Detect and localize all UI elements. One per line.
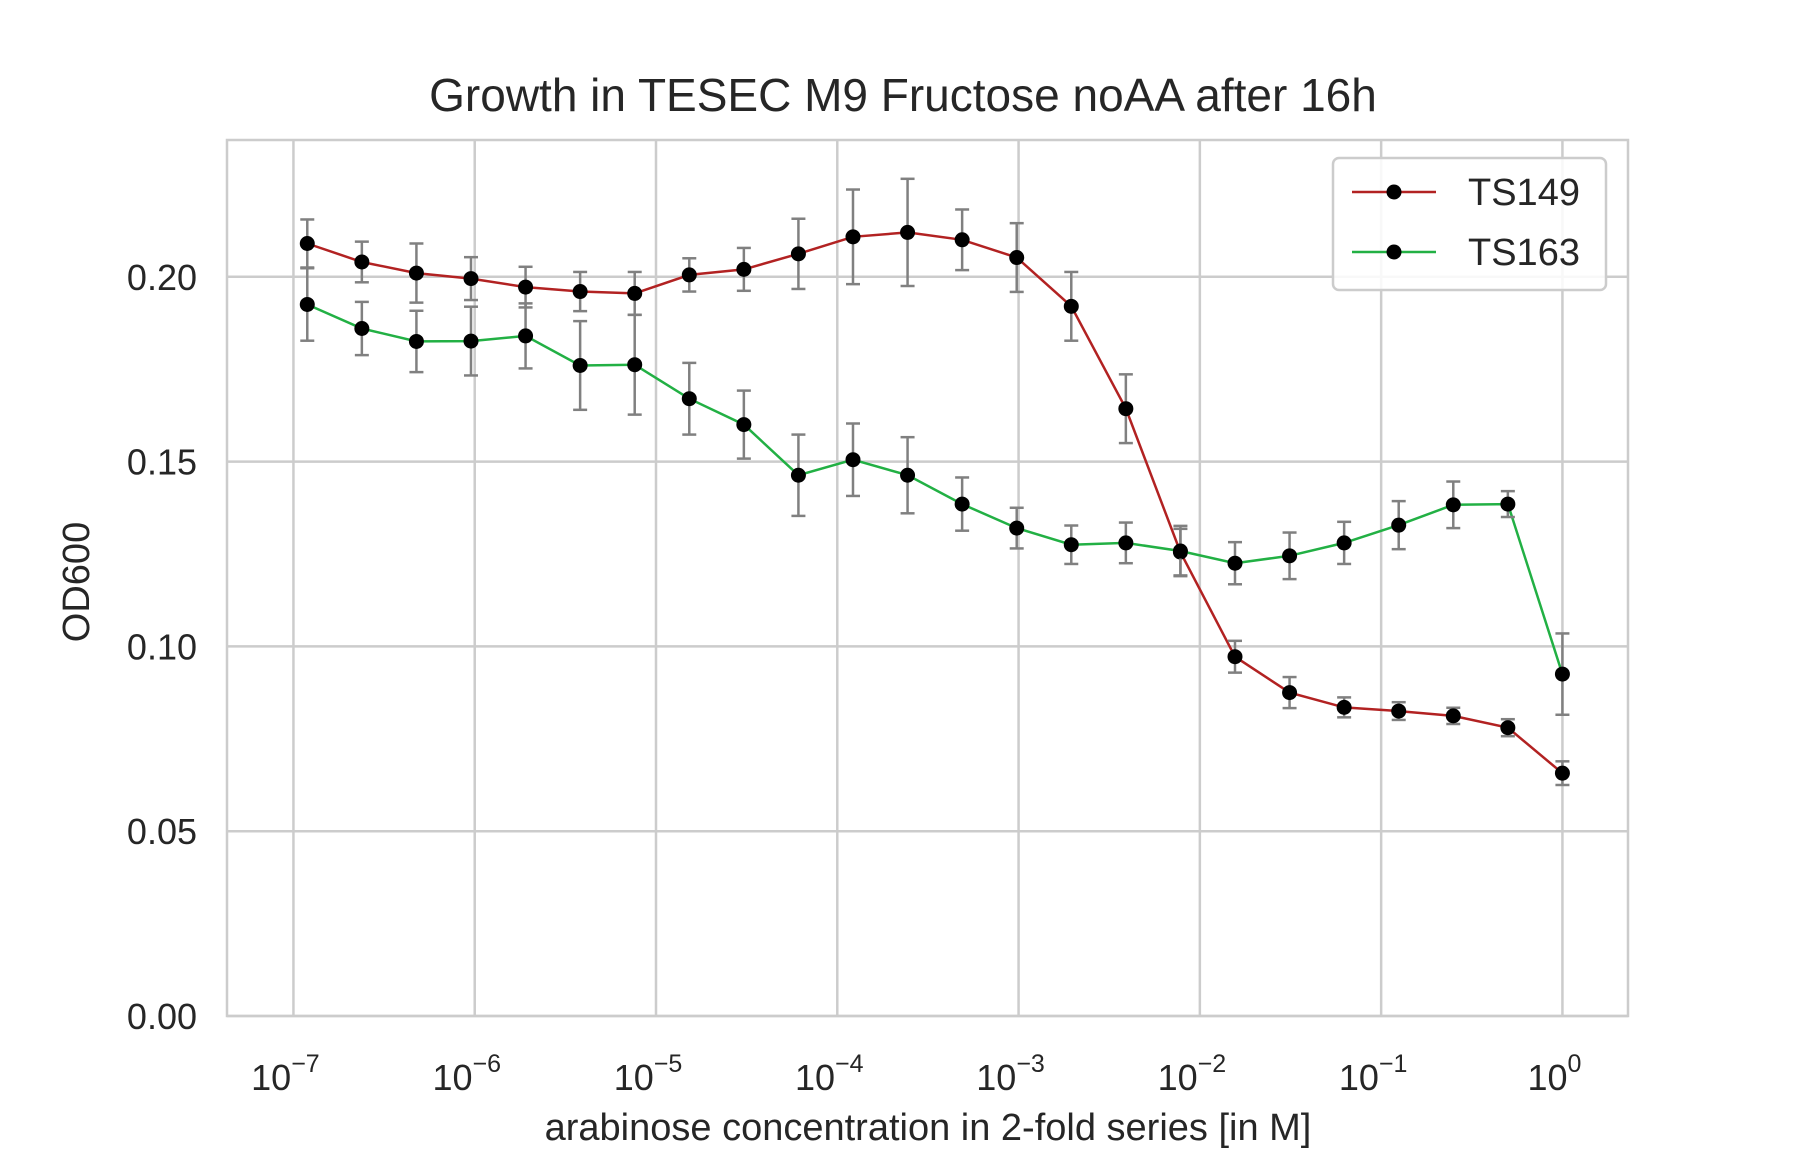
- data-point: [790, 246, 806, 262]
- series-line: [306, 303, 1564, 675]
- x-tick-label: 10−4: [795, 1050, 864, 1098]
- x-tick-base: 10: [1339, 1057, 1379, 1098]
- x-tick-exponent: −5: [654, 1050, 683, 1078]
- data-point: [627, 285, 643, 301]
- legend-item: TS149: [1352, 172, 1580, 214]
- data-point: [1391, 703, 1407, 719]
- data-point: [954, 496, 970, 512]
- x-tick-base: 10: [432, 1057, 472, 1098]
- x-tick-exponent: −1: [1379, 1050, 1408, 1078]
- x-tick-base: 10: [1527, 1057, 1567, 1098]
- x-tick-label: 10−3: [976, 1050, 1045, 1098]
- x-tick-base: 10: [614, 1057, 654, 1098]
- data-point: [900, 224, 916, 240]
- data-point: [408, 265, 424, 281]
- data-point: [1009, 250, 1025, 266]
- x-tick-base: 10: [976, 1057, 1016, 1098]
- x-tick-exponent: −3: [1016, 1050, 1045, 1078]
- data-point: [1500, 496, 1516, 512]
- plot-frame: [225, 138, 1630, 1018]
- data-point: [299, 296, 315, 312]
- x-tick-exponent: −7: [291, 1050, 320, 1078]
- data-point: [736, 417, 752, 433]
- x-tick-label: 10−2: [1158, 1050, 1227, 1098]
- data-point: [354, 254, 370, 270]
- data-point: [463, 333, 479, 349]
- data-point: [1172, 543, 1188, 559]
- data-point: [299, 235, 315, 251]
- series-TS149: [299, 177, 1570, 787]
- data-point: [1227, 555, 1243, 571]
- data-point: [1063, 298, 1079, 314]
- x-tick-label: 100: [1527, 1050, 1581, 1098]
- y-tick-label: 0.05: [127, 811, 197, 852]
- series-line: [306, 231, 1564, 775]
- x-tick-exponent: 0: [1567, 1050, 1581, 1078]
- x-tick-base: 10: [251, 1057, 291, 1098]
- y-axis-label: OD600: [56, 522, 98, 642]
- data-point: [518, 279, 534, 295]
- data-point: [463, 271, 479, 287]
- data-point: [1445, 708, 1461, 724]
- data-point: [900, 467, 916, 483]
- x-axis-label: arabinose concentration in 2-fold series…: [545, 1107, 1312, 1149]
- x-tick-label: 10−1: [1339, 1050, 1408, 1098]
- data-point: [627, 357, 643, 373]
- data-point: [736, 261, 752, 277]
- data-point: [1227, 649, 1243, 665]
- data-point: [1554, 765, 1570, 781]
- chart-title: Growth in TESEC M9 Fructose noAA after 1…: [429, 69, 1377, 121]
- data-point: [1554, 666, 1570, 682]
- x-tick-label: 10−6: [432, 1050, 501, 1098]
- data-point: [1500, 720, 1516, 736]
- x-tick-base: 10: [795, 1057, 835, 1098]
- data-point: [1282, 685, 1298, 701]
- data-point: [1391, 517, 1407, 533]
- data-point: [518, 328, 534, 344]
- x-tick-label: 10−5: [614, 1050, 683, 1098]
- series-TS163: [299, 267, 1570, 717]
- data-point: [572, 357, 588, 373]
- y-tick-label: 0.15: [127, 442, 197, 483]
- data-point: [1445, 497, 1461, 513]
- x-tick-exponent: −6: [472, 1050, 501, 1078]
- data-point: [681, 391, 697, 407]
- data-point: [954, 232, 970, 248]
- legend: TS149 TS163: [1331, 156, 1608, 292]
- legend-swatch-marker: [1386, 184, 1402, 200]
- y-tick-label: 0.00: [127, 996, 197, 1037]
- data-point: [845, 229, 861, 245]
- data-point: [845, 452, 861, 468]
- data-point: [1282, 548, 1298, 564]
- data-point: [681, 267, 697, 283]
- series-layer: [299, 177, 1570, 787]
- data-point: [1118, 401, 1134, 417]
- legend-item: TS163: [1352, 232, 1580, 274]
- data-point: [408, 333, 424, 349]
- x-tick-exponent: −4: [835, 1050, 864, 1078]
- legend-label: TS163: [1468, 232, 1580, 274]
- data-point: [1009, 520, 1025, 536]
- data-point: [1336, 699, 1352, 715]
- data-point: [1118, 535, 1134, 551]
- x-tick-base: 10: [1158, 1057, 1198, 1098]
- legend-swatch-marker: [1386, 244, 1402, 260]
- data-point: [1336, 535, 1352, 551]
- data-point: [354, 321, 370, 337]
- data-point: [790, 467, 806, 483]
- x-tick-label: 10−7: [251, 1050, 320, 1098]
- y-tick-label: 0.20: [127, 257, 197, 298]
- data-point: [1063, 537, 1079, 553]
- x-tick-exponent: −2: [1198, 1050, 1227, 1078]
- tick-labels: 10−7 10−6 10−5 10−4 10−3 10−2 10−1 1000.000.050…: [127, 257, 1581, 1098]
- y-tick-label: 0.10: [127, 626, 197, 667]
- data-point: [572, 284, 588, 300]
- legend-label: TS149: [1468, 172, 1580, 214]
